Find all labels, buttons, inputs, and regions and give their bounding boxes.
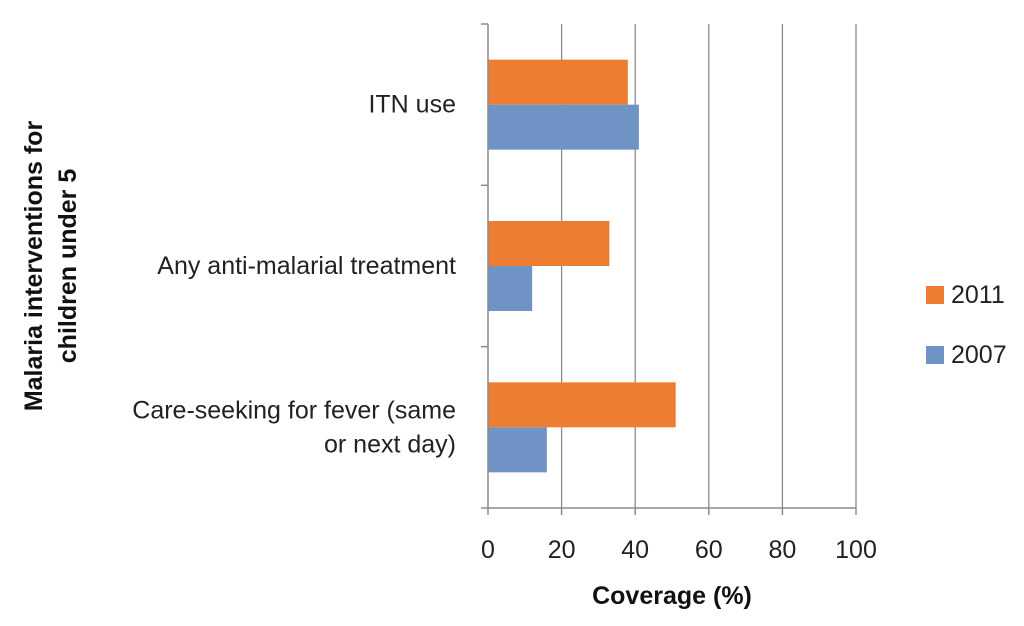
- x-axis-title: Coverage (%): [592, 582, 752, 610]
- y-axis-title-line: Malaria interventions for: [20, 121, 48, 412]
- legend-label: 2011: [951, 281, 1005, 309]
- bar-2007-1: [488, 266, 533, 311]
- x-tick-label-40: 40: [621, 536, 649, 564]
- legend-label: 2007: [951, 341, 1007, 369]
- category-label-0: ITN use: [368, 91, 456, 119]
- legend-swatch: [926, 286, 944, 304]
- x-tick-label-20: 20: [548, 536, 576, 564]
- category-label-line: or next day): [324, 430, 456, 458]
- x-tick-label-80: 80: [768, 536, 796, 564]
- x-tick-label-60: 60: [695, 536, 723, 564]
- bar-2011-0: [488, 59, 628, 105]
- category-label-line: Any anti-malarial treatment: [157, 252, 456, 280]
- x-tick-label-0: 0: [481, 536, 495, 564]
- legend-item-2011: 2011: [926, 281, 1005, 309]
- category-label-2: Care-seeking for fever (same or next day): [132, 396, 456, 458]
- bars: [488, 59, 676, 473]
- y-axis-title-line: children under 5: [54, 169, 82, 364]
- category-label-1: Any anti-malarial treatment: [157, 252, 456, 280]
- category-label-line: Care-seeking for fever (same: [132, 396, 456, 424]
- legend-swatch: [926, 346, 944, 364]
- bar-2011-1: [488, 221, 610, 266]
- bar-2007-2: [488, 427, 547, 473]
- x-tick-labels: 0 20 40 60 80 100: [481, 536, 877, 564]
- category-labels: ITN use Any anti-malarial treatment Care-s…: [132, 91, 456, 459]
- legend: 2011 2007: [926, 281, 1007, 369]
- bar-2011-2: [488, 382, 676, 428]
- category-label-line: ITN use: [368, 91, 456, 119]
- y-axis-title: Malaria interventions for children under …: [20, 121, 82, 412]
- x-tick-label-100: 100: [835, 536, 877, 564]
- axes: [481, 23, 857, 515]
- legend-item-2007: 2007: [926, 341, 1007, 369]
- bar-2007-0: [488, 104, 639, 150]
